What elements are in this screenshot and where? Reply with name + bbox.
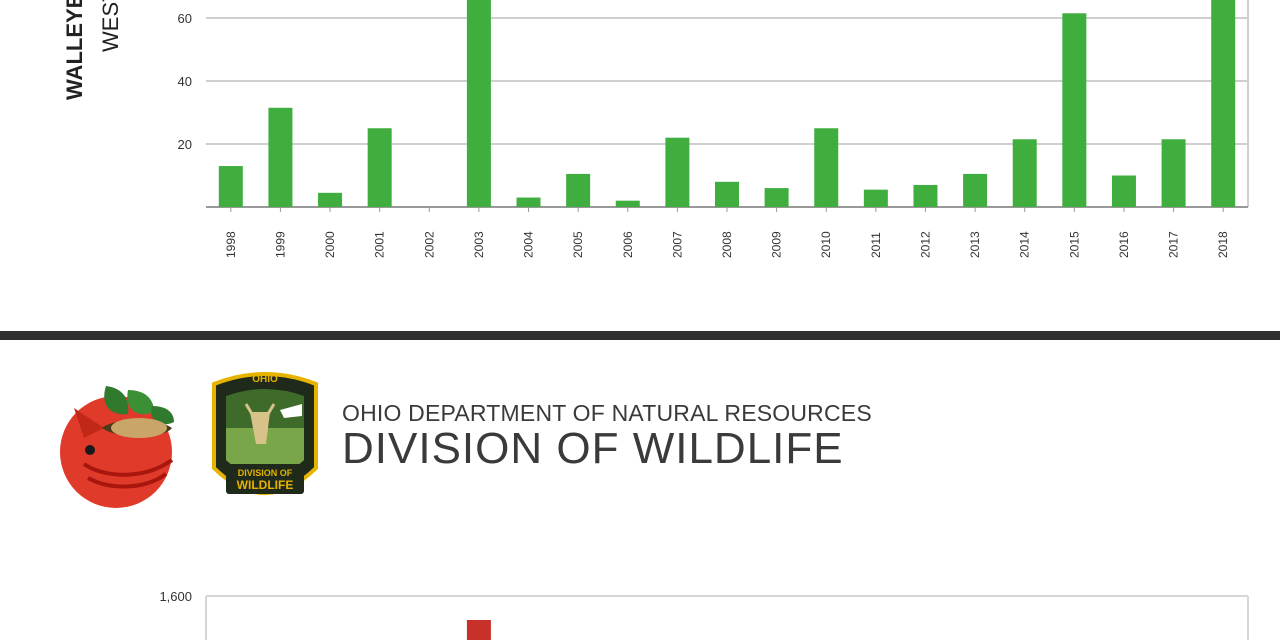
y-tick-label: 60 (178, 11, 192, 26)
x-tick-label: 2004 (522, 231, 536, 258)
bar (863, 189, 888, 207)
bar (963, 173, 988, 207)
agency-department: OHIO DEPARTMENT OF NATURAL RESOURCES (342, 400, 872, 426)
x-tick-label: 2018 (1216, 231, 1230, 258)
x-tick-label: 2009 (770, 231, 784, 258)
x-tick-label: 2013 (968, 231, 982, 258)
x-tick-label: 2017 (1167, 231, 1181, 258)
walleye-bar-chart: 20 40 60 1998 1999 2000 2001 2002 2003 2004 2005 20… (178, 0, 1249, 258)
bar (367, 128, 392, 207)
bar (1211, 0, 1236, 207)
bar (1062, 13, 1087, 208)
badge-line1-text: DIVISION OF (238, 468, 293, 478)
bar (1111, 175, 1136, 207)
x-tick-label: 2001 (373, 231, 387, 258)
section-divider (0, 331, 1280, 340)
wildlife-badge-logo: OHIO DIVISION OF WILDLIFE (212, 372, 318, 495)
bar (665, 137, 690, 207)
x-tick-label: 2007 (670, 231, 684, 258)
agency-name: OHIO DEPARTMENT OF NATURAL RESOURCES DIV… (342, 400, 872, 471)
bar (1012, 139, 1037, 207)
x-tick-label: 2012 (918, 231, 932, 258)
y-axis-title: WALLEYE (62, 0, 87, 100)
agency-division: DIVISION OF WILDLIFE (342, 424, 844, 473)
x-tick-label: 2015 (1067, 231, 1081, 258)
x-tick-label: 2003 (472, 231, 486, 258)
x-tick-label: 2010 (819, 231, 833, 258)
x-tick-label: 2002 (422, 231, 436, 258)
x-tick-label: 2016 (1117, 231, 1131, 258)
y-axis-subtitle: WEST (98, 0, 123, 52)
x-tick-label: 2008 (720, 231, 734, 258)
bar (913, 184, 938, 207)
cardinal-logo (60, 386, 174, 508)
x-tick-label: 1998 (224, 231, 238, 258)
x-tick-label: 2011 (869, 232, 883, 258)
bar (615, 200, 640, 207)
bar (764, 188, 789, 207)
y-tick-label: 40 (178, 74, 192, 89)
badge-line2-text: WILDLIFE (237, 478, 294, 492)
x-tick-label: 1999 (273, 231, 287, 258)
bar (466, 0, 491, 207)
bar (218, 166, 243, 207)
x-tick-label: 2014 (1018, 231, 1032, 258)
bar (566, 173, 591, 207)
bar (1161, 139, 1186, 207)
x-tick-label: 2005 (571, 231, 585, 258)
bar (715, 181, 739, 207)
y-tick-label: 20 (178, 137, 192, 152)
bar (814, 128, 839, 207)
x-tick-label: 2000 (323, 231, 337, 258)
bar (318, 192, 343, 207)
badge-top-text: OHIO (252, 374, 278, 385)
bar (268, 107, 293, 207)
bar (466, 620, 491, 640)
branding-header: OHIO DIVISION OF WILDLIFE OHIO DEPARTMEN… (0, 350, 1280, 530)
x-tick-label: 2006 (621, 231, 635, 258)
bar (516, 197, 541, 207)
y-tick-label: 1,600 (159, 589, 192, 604)
